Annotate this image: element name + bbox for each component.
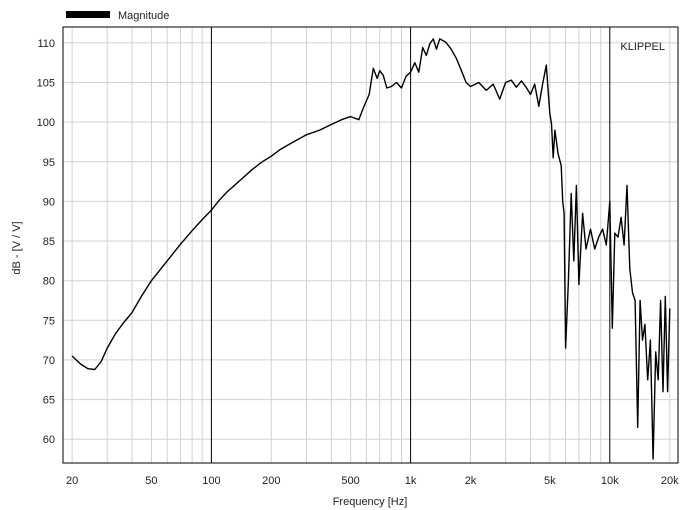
x-tick-label: 10k [601,475,619,487]
plot-frame [62,26,679,464]
y-tick-label: 110 [37,38,55,50]
y-tick-label: 60 [43,434,55,446]
legend-swatch [66,11,110,18]
y-tick-label: 85 [43,236,55,248]
x-tick-label: 200 [262,475,280,487]
y-tick-label: 105 [37,78,55,90]
x-tick-labels: 20 50 100 200 500 1k 2k 5k 10k 20k [66,475,679,487]
y-tick-label: 75 [43,315,55,327]
x-tick-label: 1k [405,475,417,487]
y-tick-label: 70 [43,355,55,367]
legend-label-magnitude: Magnitude [118,10,169,22]
y-tick-label: 100 [37,117,55,129]
x-axis-label: Frequency [Hz] [333,496,408,508]
y-tick-label: 90 [43,196,55,208]
x-tick-label: 20k [661,475,679,487]
y-axis-label: dB - [V / V] [11,221,23,274]
y-tick-label: 95 [43,157,55,169]
x-tick-label: 500 [341,475,359,487]
decade-grid [210,27,611,463]
minor-grid [63,27,678,463]
y-tick-labels: 60 65 70 75 80 85 90 95 100 105 110 [37,38,55,446]
magnitude-line [71,38,671,460]
klippel-watermark: KLIPPEL [620,41,665,53]
x-tick-label: 100 [202,475,220,487]
y-tick-label: 80 [43,276,55,288]
y-tick-label: 65 [43,395,55,407]
x-tick-label: 20 [66,475,78,487]
x-tick-label: 5k [544,475,556,487]
x-tick-label: 50 [145,475,157,487]
x-tick-label: 2k [465,475,477,487]
